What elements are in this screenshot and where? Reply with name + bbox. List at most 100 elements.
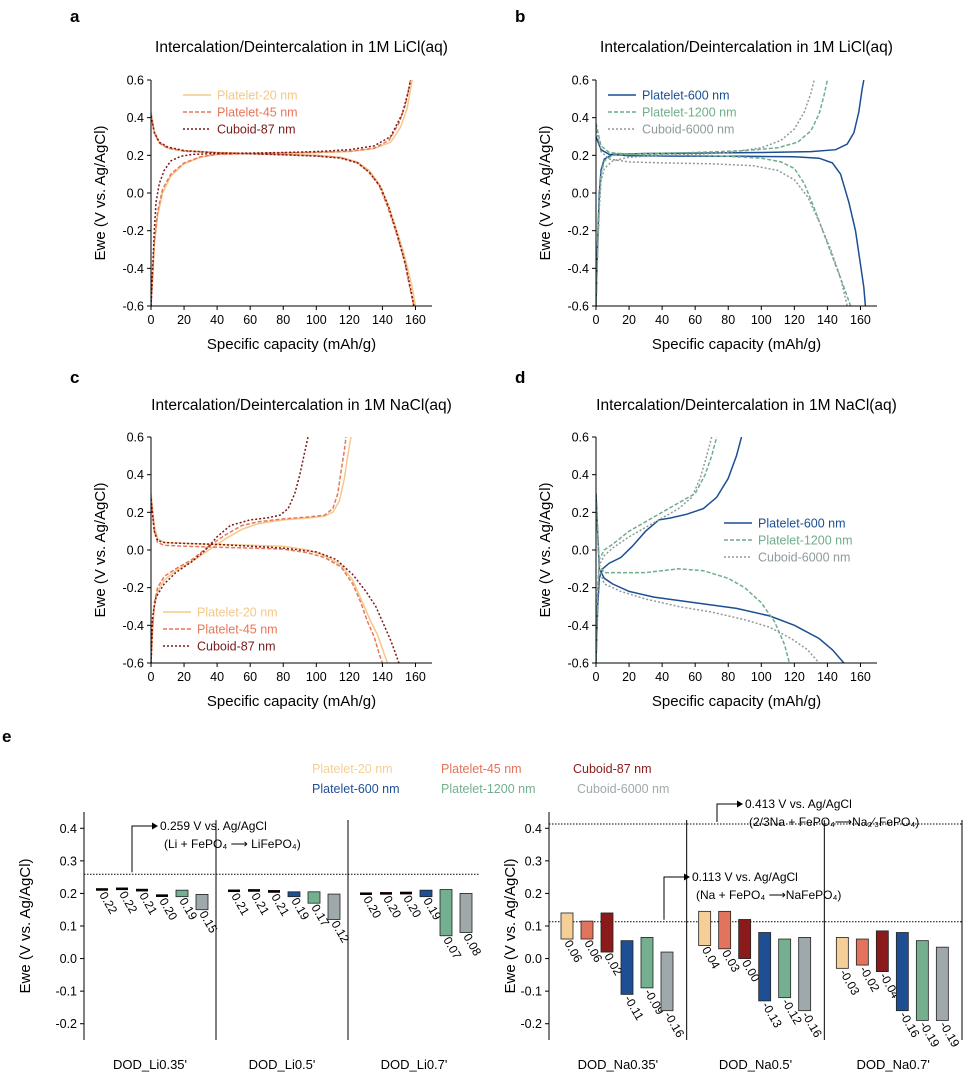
bar-platelet-45-nm	[855, 938, 869, 966]
x-tick-label: 0	[148, 670, 155, 684]
bar-value-label: 0.20	[360, 893, 384, 921]
bar-value-label: 0.22	[96, 889, 120, 917]
x-tick-label: 160	[405, 313, 426, 327]
y-tick-label: 0.0	[127, 544, 144, 558]
y-tick-label: -0.6	[567, 300, 589, 314]
x-tick-label: 140	[372, 313, 393, 327]
bar-value-label: -0.19	[917, 1019, 943, 1050]
panel-e-na: 0.413 V vs. Ag/AgCl (2/3Na + FePO₄⟶Na₂⁄₃F…	[502, 797, 963, 1072]
legend-label: Platelet-45 nm	[217, 106, 298, 120]
legend-e: Platelet-20 nm Platelet-45 nm Cuboid-87 nm…	[312, 762, 669, 796]
y-axis-label: Ewe (V vs. Ag/AgCl)	[92, 125, 109, 260]
legend-label: Platelet-600 nm	[642, 89, 730, 103]
y-tick-label: 0.6	[127, 74, 144, 88]
bar-cuboid-87-nm	[600, 912, 614, 953]
series-line-cuboid-87-nm-charge	[151, 437, 309, 663]
panel-d: d Intercalation/Deintercalation in 1M NaC…	[515, 368, 897, 710]
series-line-platelet-20-nm-discharge	[151, 493, 389, 663]
bar-cuboid-87-nm	[875, 930, 889, 973]
y-tick-label: 0.3	[525, 854, 542, 868]
bar-platelet-600-nm	[419, 889, 433, 898]
series-line-platelet-600-nm-charge	[596, 437, 743, 663]
y-tick-label: -0.4	[122, 262, 144, 276]
y-tick-label: 0.4	[127, 468, 144, 482]
x-tick-label: 140	[817, 313, 838, 327]
y-tick-label: 0.6	[127, 431, 144, 445]
y-tick-label: -0.1	[55, 985, 77, 999]
y-tick-label: -0.2	[122, 581, 144, 595]
panel-letter-e: e	[2, 727, 11, 746]
x-axis-label: Specific capacity (mAh/g)	[207, 336, 376, 353]
x-tick-label: 20	[622, 313, 636, 327]
chart-title: Intercalation/Deintercalation in 1M NaCl…	[151, 397, 452, 414]
x-tick-label: 120	[784, 670, 805, 684]
y-tick-label: -0.4	[567, 262, 589, 276]
bar-platelet-1200-nm	[640, 937, 654, 989]
legend-label: Cuboid-6000 nm	[642, 123, 734, 137]
legend-label: Platelet-1200 nm	[758, 534, 853, 548]
bar-platelet-600-nm	[287, 891, 301, 898]
x-tick-label: 40	[210, 313, 224, 327]
x-tick-label: 80	[721, 313, 735, 327]
bar-platelet-1200-nm	[175, 889, 189, 898]
series-line-cuboid-6000-nm-discharge	[596, 126, 848, 306]
bar-cap	[268, 890, 280, 893]
bar-platelet-45-nm	[580, 920, 594, 940]
x-tick-label: 40	[210, 670, 224, 684]
x-axis-label: Specific capacity (mAh/g)	[652, 336, 821, 353]
legend-e-label: Cuboid-87 nm	[573, 762, 652, 776]
x-tick-label: 0	[593, 670, 600, 684]
bar-platelet-20-nm	[560, 912, 574, 940]
bar-cuboid-6000-nm	[798, 937, 812, 1012]
x-tick-label: 120	[339, 313, 360, 327]
y-tick-label: 0.4	[572, 468, 589, 482]
group-label: DOD_Na0.5'	[719, 1057, 792, 1072]
y-tick-label: 0.2	[525, 887, 542, 901]
reference-value-label: 0.413 V vs. Ag/AgCl	[745, 797, 852, 811]
y-tick-label: 0.0	[525, 952, 542, 966]
panel-c: c Intercalation/Deintercalation in 1M NaC…	[70, 368, 452, 710]
y-tick-label: 0.0	[572, 544, 589, 558]
annotation-arrow	[131, 825, 152, 873]
y-tick-label: 0.1	[525, 920, 542, 934]
panel-a: a Intercalation/Deintercalation in 1M LiC…	[70, 7, 448, 353]
reference-value-label: 0.113 V vs. Ag/AgCl	[692, 870, 798, 884]
bar-cuboid-6000-nm	[327, 893, 341, 920]
series-line-platelet-1200-nm-discharge	[596, 123, 852, 306]
legend-e-label: Platelet-1200 nm	[441, 782, 536, 796]
reaction-label: (2/3Na + FePO₄⟶Na₂⁄₃FePO₄)	[749, 815, 919, 829]
bar-cuboid-6000-nm	[660, 951, 674, 1012]
legend-e-label: Cuboid-6000 nm	[577, 782, 669, 796]
y-tick-label: -0.4	[567, 619, 589, 633]
x-tick-label: 140	[817, 670, 838, 684]
y-tick-label: 0.6	[572, 74, 589, 88]
x-tick-label: 20	[177, 313, 191, 327]
legend-e-label: Platelet-45 nm	[441, 762, 522, 776]
panel-letter-c: c	[70, 368, 79, 387]
bar-value-label: 0.06	[561, 938, 585, 966]
y-tick-label: 0.2	[572, 149, 589, 163]
bar-platelet-1200-nm	[439, 889, 453, 937]
legend-e-label: Platelet-600 nm	[312, 782, 400, 796]
x-tick-label: 140	[372, 670, 393, 684]
group-label: DOD_Li0.7'	[381, 1057, 448, 1072]
x-tick-label: 120	[784, 313, 805, 327]
y-tick-label: -0.2	[567, 224, 589, 238]
y-axis-label: Ewe (V vs. Ag/AgCl)	[92, 482, 109, 617]
annotation-arrow	[716, 803, 737, 823]
y-tick-label: 0.3	[60, 854, 77, 868]
chart-title: Intercalation/Deintercalation in 1M LiCl…	[155, 39, 448, 56]
x-axis-label: Specific capacity (mAh/g)	[207, 693, 376, 710]
x-tick-label: 20	[622, 670, 636, 684]
reaction-label: (Li + FePO₄ ⟶ LiFePO₄)	[164, 837, 301, 851]
arrow-head	[152, 822, 158, 830]
series-line-platelet-600-nm-discharge	[596, 493, 845, 663]
series-line-platelet-45-nm-charge	[151, 437, 347, 663]
bar-cuboid-6000-nm	[935, 946, 949, 1021]
panel-letter-b: b	[515, 7, 525, 26]
legend-label: Cuboid-87 nm	[217, 123, 296, 137]
legend-label: Platelet-1200 nm	[642, 106, 737, 120]
group-label: DOD_Na0.7'	[857, 1057, 930, 1072]
bar-value-label: 0.22	[116, 889, 140, 917]
